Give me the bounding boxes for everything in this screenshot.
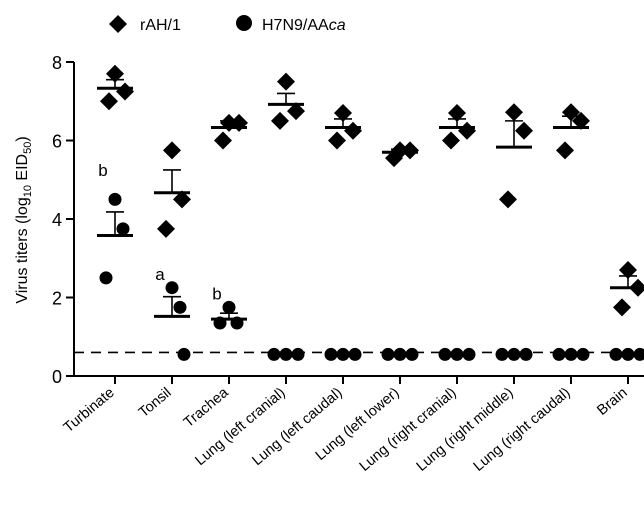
circle-point: [177, 347, 191, 361]
significance-label: a: [155, 265, 165, 284]
diamond-point: [214, 131, 232, 150]
legend-label-rah1: rAH/1: [140, 17, 181, 34]
circle-point: [99, 271, 113, 285]
legend: rAH/1 H7N9/AAca: [109, 15, 346, 34]
y-axis-label: Virus titers (log10 EID50): [14, 136, 34, 303]
diamond-point: [442, 131, 460, 150]
diamond-point: [401, 141, 419, 160]
x-tick-label: Lung (right caudal): [471, 385, 574, 475]
circle-point: [507, 347, 521, 361]
circle-point: [222, 300, 236, 314]
circle-point: [116, 222, 130, 236]
circle-point: [165, 281, 179, 295]
diamond-point: [287, 102, 305, 121]
diamond-point: [100, 92, 118, 111]
circle-point: [564, 347, 578, 361]
circle-point: [519, 347, 533, 361]
circle-point: [324, 347, 338, 361]
y-tick-label: 8: [52, 53, 62, 73]
diamond-point: [163, 141, 181, 160]
x-tick-label: Lung (right cranial): [357, 385, 460, 475]
circle-point: [405, 347, 419, 361]
legend-label-h7n9-italic: ca: [329, 17, 346, 34]
legend-label-h7n9-plain: H7N9/AA: [262, 17, 329, 34]
diamond-point: [106, 64, 124, 83]
diamond-point: [499, 190, 517, 209]
circle-point: [609, 347, 623, 361]
significance-label: b: [98, 161, 107, 180]
circle-point: [438, 347, 452, 361]
y-tick-label: 6: [52, 132, 62, 152]
circle-point: [576, 347, 590, 361]
legend-circle-marker: [236, 15, 252, 31]
y-axis-label-sub: 10: [22, 185, 34, 197]
diamond-point: [515, 121, 533, 140]
circle-point: [621, 347, 635, 361]
circle-point: [279, 347, 293, 361]
circle-point: [381, 347, 395, 361]
circle-point: [108, 192, 122, 206]
diamond-point: [230, 113, 248, 132]
circle-point: [462, 347, 476, 361]
y-axis-label-main: Virus titers (log: [14, 197, 31, 303]
diamond-point: [448, 104, 466, 123]
y-tick-label: 0: [52, 367, 62, 387]
y-tick-label: 2: [52, 289, 62, 309]
y-tick-label: 4: [52, 210, 62, 230]
x-tick-label: Lung (right middle): [414, 385, 517, 475]
legend-label-h7n9: H7N9/AAca: [262, 17, 346, 34]
diamond-point: [458, 121, 476, 140]
circle-point: [348, 347, 362, 361]
y-axis-label-tail: EID: [14, 154, 31, 185]
diamond-point: [556, 141, 574, 160]
legend-diamond-marker: [109, 15, 127, 33]
circle-point: [291, 347, 305, 361]
diamond-point: [173, 190, 191, 209]
circle-point: [173, 300, 187, 314]
circle-point: [552, 347, 566, 361]
x-tick-label: Trachea: [181, 384, 232, 431]
circle-point: [393, 347, 407, 361]
diamond-point: [619, 261, 637, 280]
circle-point: [267, 347, 281, 361]
circle-point: [450, 347, 464, 361]
circle-point: [495, 347, 509, 361]
diamond-point: [116, 82, 134, 101]
x-tick-label: Turbinate: [61, 385, 118, 436]
x-tick-label: Brain: [594, 385, 630, 419]
x-tick-label: Tonsil: [136, 385, 175, 421]
diamond-point: [277, 72, 295, 91]
diamond-point: [157, 219, 175, 238]
y-axis-label-end: ): [14, 136, 31, 141]
significance-label: b: [212, 284, 221, 303]
y-axis-label-sub2: 50: [22, 142, 34, 154]
diamond-point: [328, 131, 346, 150]
diamond-point: [271, 111, 289, 130]
diamond-point: [334, 104, 352, 123]
diamond-point: [505, 103, 523, 122]
circle-point: [336, 347, 350, 361]
diamond-point: [344, 121, 362, 140]
circle-point: [633, 347, 644, 361]
diamond-point: [613, 298, 631, 317]
